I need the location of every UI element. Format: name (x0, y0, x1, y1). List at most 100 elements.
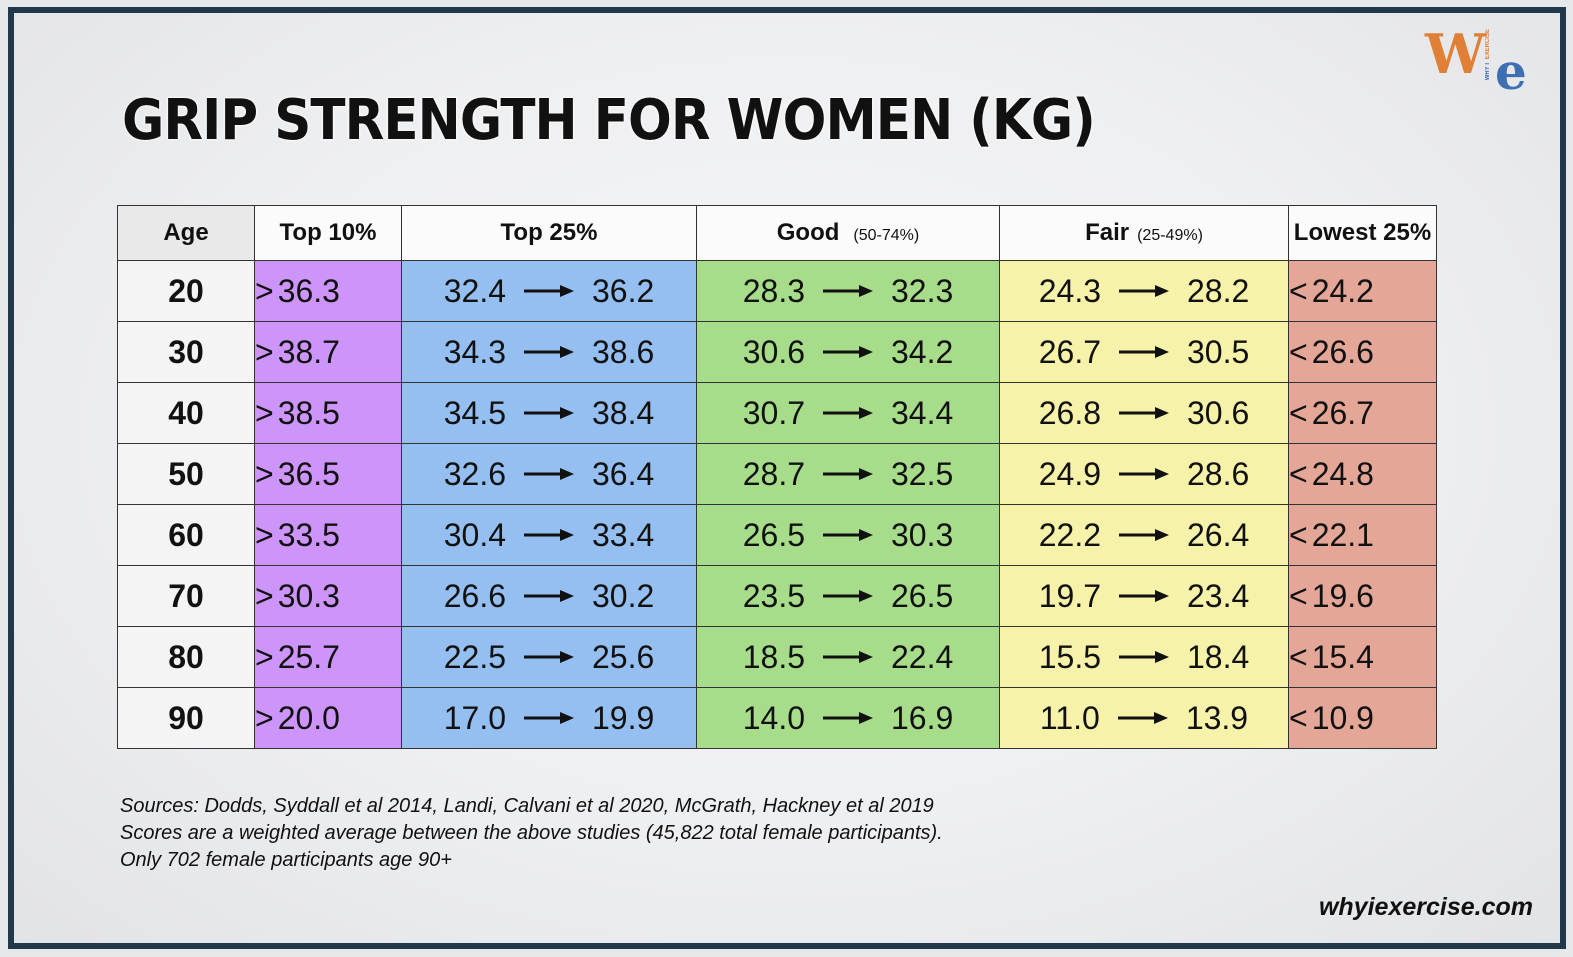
table-row: 20 >36.3 32.4 36.2 28.3 32.3 24.3 28.2 <24.2 (117, 260, 1437, 322)
top25-cell: 30.4 33.4 (401, 504, 697, 566)
range-low: 34.3 (443, 333, 506, 370)
age-cell: 30 (117, 321, 255, 383)
good-cell: 30.7 34.4 (696, 382, 1000, 444)
arrow-right-icon (823, 468, 873, 480)
fair-cell: 26.7 30.5 (999, 321, 1289, 383)
range-low: 28.7 (742, 455, 805, 492)
top10-cell: >36.3 (254, 260, 402, 322)
lt-symbol: < (1289, 638, 1308, 675)
arrow-right-icon (1119, 407, 1169, 419)
sources-notes: Sources: Dodds, Syddall et al 2014, Land… (120, 793, 943, 874)
range-low: 32.6 (443, 455, 506, 492)
good-cell: 14.0 16.9 (696, 687, 1000, 749)
range-low: 26.6 (443, 577, 506, 614)
arrow-right-icon (524, 346, 574, 358)
arrow-right-icon (1119, 468, 1169, 480)
range-low: 22.2 (1038, 516, 1101, 553)
arrow-right-icon (823, 529, 873, 541)
arrow-right-icon (1117, 712, 1168, 724)
header-fair-label: Fair (1085, 219, 1130, 246)
top10-value: 30.3 (277, 577, 340, 614)
top10-cell: >33.5 (254, 504, 402, 566)
fair-cell: 24.9 28.6 (999, 443, 1289, 505)
top10-value: 20.0 (277, 699, 340, 736)
arrow-right-icon (524, 651, 574, 663)
range-high: 22.4 (891, 638, 954, 675)
logo-letter-w: W (1425, 22, 1486, 86)
header-top10: Top 10% (254, 205, 402, 261)
range-high: 23.4 (1187, 577, 1250, 614)
lowest25-cell: <26.7 (1288, 382, 1437, 444)
lowest25-cell: <22.1 (1288, 504, 1437, 566)
lowest25-value: 26.7 (1311, 394, 1374, 431)
range-high: 30.2 (592, 577, 655, 614)
header-good-label: Good (776, 219, 840, 246)
range-high: 34.2 (891, 333, 954, 370)
range-high: 25.6 (592, 638, 655, 675)
range-low: 14.0 (742, 699, 805, 736)
arrow-right-icon (524, 468, 574, 480)
gt-symbol: > (255, 455, 274, 492)
range-low: 34.5 (443, 394, 506, 431)
range-low: 30.7 (742, 394, 805, 431)
table-row: 60 >33.5 30.4 33.4 26.5 30.3 22.2 26.4 <22.1 (117, 504, 1437, 566)
header-good: Good (50-74%) (696, 205, 1000, 261)
range-high: 34.4 (891, 394, 954, 431)
gt-symbol: > (255, 333, 274, 370)
age-cell: 40 (117, 382, 255, 444)
range-high: 36.4 (592, 455, 655, 492)
range-high: 36.2 (592, 272, 655, 309)
range-high: 38.4 (592, 394, 655, 431)
notes-line: Sources: Dodds, Syddall et al 2014, Land… (120, 795, 934, 817)
range-high: 19.9 (592, 699, 655, 736)
range-high: 30.5 (1187, 333, 1250, 370)
range-low: 15.5 (1038, 638, 1101, 675)
table-row: 40 >38.5 34.5 38.4 30.7 34.4 26.8 30.6 <26.7 (117, 382, 1437, 444)
lowest25-cell: <24.2 (1288, 260, 1437, 322)
fair-cell: 22.2 26.4 (999, 504, 1289, 566)
gt-symbol: > (255, 577, 274, 614)
range-low: 26.8 (1038, 394, 1101, 431)
arrow-right-icon (524, 590, 574, 602)
range-low: 17.0 (443, 699, 506, 736)
fair-cell: 26.8 30.6 (999, 382, 1289, 444)
range-high: 38.6 (592, 333, 655, 370)
range-low: 23.5 (742, 577, 805, 614)
range-low: 24.9 (1038, 455, 1101, 492)
arrow-right-icon (1119, 651, 1169, 663)
arrow-right-icon (524, 407, 574, 419)
lt-symbol: < (1289, 577, 1308, 614)
top25-cell: 34.3 38.6 (401, 321, 697, 383)
lowest25-value: 10.9 (1311, 699, 1374, 736)
brand-logo: W EXERCISE WHY I e (1425, 25, 1537, 105)
header-top25: Top 25% (401, 205, 697, 261)
top25-cell: 32.6 36.4 (401, 443, 697, 505)
top25-cell: 22.5 25.6 (401, 626, 697, 688)
good-cell: 26.5 30.3 (696, 504, 1000, 566)
gt-symbol: > (255, 638, 274, 675)
age-cell: 70 (117, 565, 255, 627)
lowest25-cell: <19.6 (1288, 565, 1437, 627)
logo-letter-e: e (1495, 42, 1527, 101)
notes-line: Only 702 female participants age 90+ (120, 849, 452, 871)
header-lowest25: Lowest 25% (1288, 205, 1437, 261)
header-age: Age (117, 205, 255, 261)
table-row: 70 >30.3 26.6 30.2 23.5 26.5 19.7 23.4 <19.6 (117, 565, 1437, 627)
range-low: 30.4 (443, 516, 506, 553)
lowest25-cell: <10.9 (1288, 687, 1437, 749)
top25-cell: 32.4 36.2 (401, 260, 697, 322)
range-high: 26.4 (1187, 516, 1250, 553)
good-cell: 30.6 34.2 (696, 321, 1000, 383)
logo-tag-bottom: WHY I (1485, 63, 1491, 81)
arrow-right-icon (823, 712, 873, 724)
table-row: 80 >25.7 22.5 25.6 18.5 22.4 15.5 18.4 <15.4 (117, 626, 1437, 688)
top10-cell: >25.7 (254, 626, 402, 688)
table-row: 30 >38.7 34.3 38.6 30.6 34.2 26.7 30.5 <26.6 (117, 321, 1437, 383)
arrow-right-icon (1119, 590, 1169, 602)
range-low: 22.5 (443, 638, 506, 675)
good-cell: 23.5 26.5 (696, 565, 1000, 627)
arrow-right-icon (524, 529, 574, 541)
logo-tag-top: EXERCISE (1485, 29, 1491, 60)
notes-line: Scores are a weighted average between th… (120, 822, 943, 844)
good-cell: 28.7 32.5 (696, 443, 1000, 505)
